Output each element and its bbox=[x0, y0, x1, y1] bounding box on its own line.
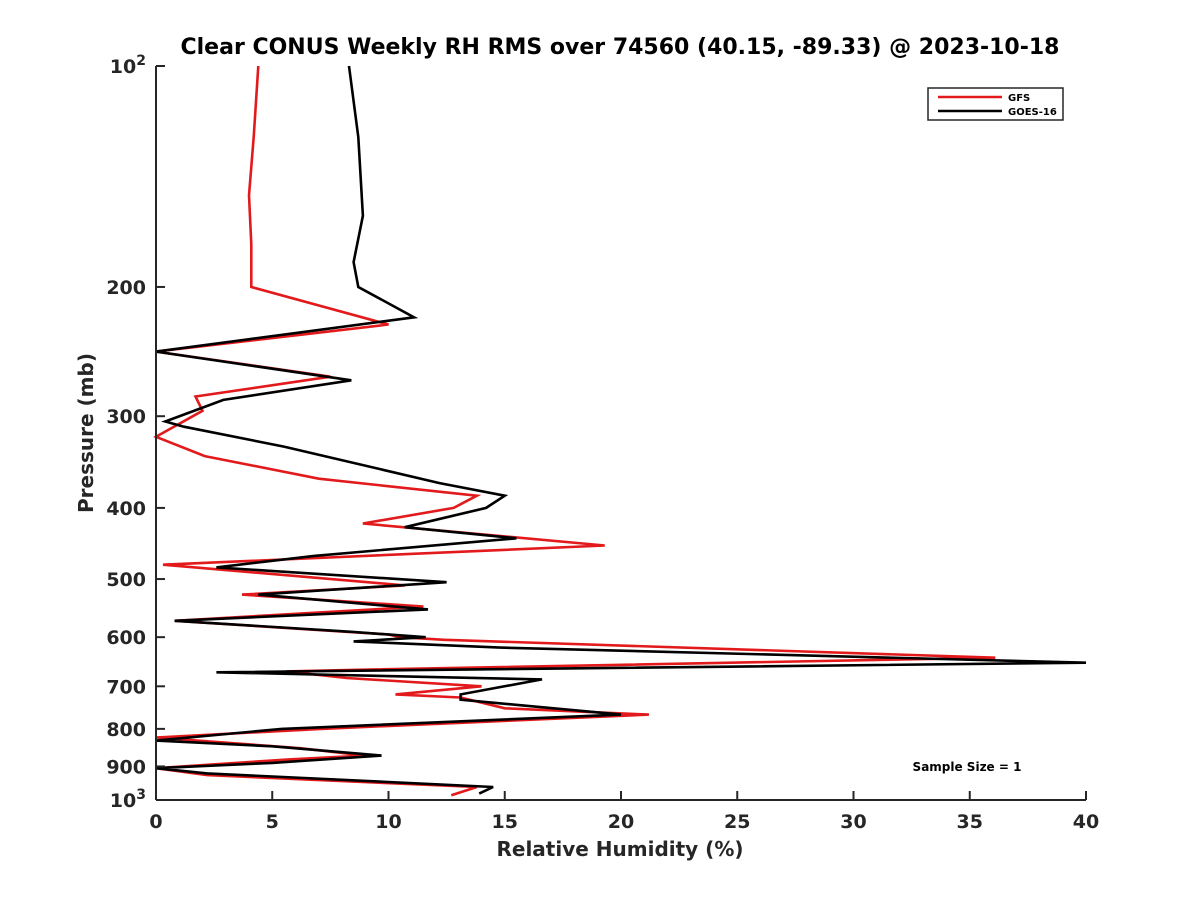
y-tick-label: 200 bbox=[106, 277, 146, 299]
x-tick-label: 30 bbox=[840, 811, 866, 833]
chart-title: Clear CONUS Weekly RH RMS over 74560 (40… bbox=[181, 35, 1060, 60]
x-tick-label: 40 bbox=[1073, 811, 1099, 833]
series-line-goes-16 bbox=[155, 65, 1087, 795]
y-tick-label: 900 bbox=[106, 756, 146, 778]
legend-label-gfs: GFS bbox=[1008, 93, 1030, 104]
y-tick-label: 800 bbox=[106, 719, 146, 741]
x-axis-label: Relative Humidity (%) bbox=[496, 837, 743, 861]
axes-layer: 0 5 10 15 20 25 30 35 40 102 200 300 400 500 600 700 800… bbox=[106, 53, 1099, 833]
y-tick-label: 103 bbox=[110, 787, 146, 812]
x-tick-label: 10 bbox=[375, 811, 401, 833]
x-tick-label: 0 bbox=[149, 811, 162, 833]
y-tick-label: 600 bbox=[106, 627, 146, 649]
legend-label-goes-16: GOES-16 bbox=[1008, 107, 1057, 118]
y-tick-label: 400 bbox=[106, 498, 146, 520]
y-tick-label: 700 bbox=[106, 676, 146, 698]
legend: GFS GOES-16 bbox=[927, 87, 1064, 121]
sample-size-annotation: Sample Size = 1 bbox=[913, 760, 1022, 774]
x-tick-label: 20 bbox=[608, 811, 634, 833]
x-tick-label: 15 bbox=[492, 811, 518, 833]
y-tick-label: 500 bbox=[106, 569, 146, 591]
y-axis-label: Pressure (mb) bbox=[74, 353, 98, 513]
x-tick-label: 25 bbox=[724, 811, 750, 833]
legend-box bbox=[927, 87, 1064, 121]
y-tick-label: 102 bbox=[110, 53, 146, 78]
x-tick-label: 5 bbox=[266, 811, 279, 833]
x-tick-label: 35 bbox=[957, 811, 983, 833]
y-tick-label: 300 bbox=[106, 406, 146, 428]
